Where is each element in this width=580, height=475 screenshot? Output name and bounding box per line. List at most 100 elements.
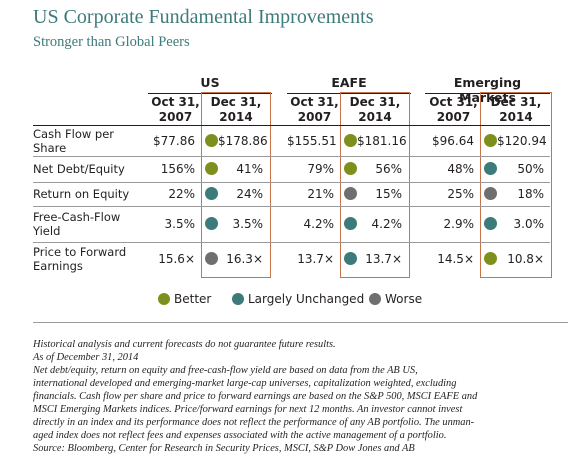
cell-eafe-2014: 4.2%: [344, 217, 402, 231]
cell-em-2007: 25%: [447, 186, 474, 201]
cell-value: 3.5%: [232, 216, 264, 231]
col-header-us-2014: Dec 31, 2014: [210, 95, 262, 124]
cell-us-2014: $178.86: [205, 134, 268, 148]
cell-em-2014: 10.8×: [484, 252, 544, 266]
cell-us-2014: 16.3×: [205, 252, 263, 266]
status-dot-better: [205, 162, 218, 175]
cell-eafe-2007: 79%: [307, 161, 334, 176]
group-rule-eafe: [287, 93, 411, 94]
status-dot-unchanged: [484, 162, 497, 175]
cell-value: $178.86: [218, 133, 268, 148]
legend-dot-unchanged: [232, 293, 244, 305]
footnote-line: As of December 31, 2014: [33, 352, 139, 363]
footnote-line: directly in an index and its performance…: [33, 417, 475, 428]
cell-em-2014: 50%: [484, 162, 544, 176]
cell-value: 24%: [236, 186, 263, 201]
status-dot-unchanged: [205, 187, 218, 200]
cell-em-2007: 2.9%: [443, 216, 475, 231]
group-rule-us: [148, 93, 272, 94]
legend-label: Worse: [385, 292, 423, 306]
cell-value: 16.3×: [226, 251, 263, 266]
col-header-em-2014: Dec 31, 2014: [490, 95, 542, 124]
legend-dot-better: [158, 293, 170, 305]
cell-value: $181.16: [357, 133, 407, 148]
footnote-line: Net debt/equity, return on equity and fr…: [33, 365, 418, 376]
cell-em-2007: $96.64: [432, 133, 474, 148]
footnote-line: Historical analysis and current forecast…: [33, 339, 336, 350]
status-dot-better: [205, 134, 218, 147]
status-dot-unchanged: [205, 217, 218, 230]
cell-value: $120.94: [497, 133, 547, 148]
cell-us-2014: 3.5%: [205, 217, 263, 231]
footnote-line: financials. Cash flow per share and pric…: [33, 391, 478, 402]
footnote-line: international developed and emerging-mar…: [33, 378, 457, 389]
row-label: Free-Cash-Flow Yield: [33, 210, 121, 238]
group-rule-em: [425, 93, 550, 94]
legend-label: Better: [174, 292, 212, 306]
cell-us-2007: 15.6×: [158, 251, 195, 266]
cell-us-2007: 3.5%: [164, 216, 196, 231]
legend-dot-worse: [369, 293, 381, 305]
cell-em-2014: 18%: [484, 187, 544, 201]
cell-eafe-2014: 13.7×: [344, 252, 402, 266]
cell-eafe-2007: 4.2%: [303, 216, 335, 231]
legend-item-unchanged: Largely Unchanged: [232, 292, 364, 306]
col-header-em-2007: Oct 31, 2007: [429, 95, 478, 124]
cell-em-2014: 3.0%: [484, 217, 544, 231]
cell-em-2007: 14.5×: [437, 251, 474, 266]
highlight-box-us: [201, 92, 271, 278]
cell-value: 10.8×: [507, 251, 544, 266]
footnote-divider: [33, 322, 568, 323]
col-header-eafe-2007: Oct 31, 2007: [290, 95, 339, 124]
cell-us-2014: 41%: [205, 162, 263, 176]
highlight-box-em: [480, 92, 552, 278]
cell-eafe-2007: $155.51: [287, 133, 337, 148]
row-rule: [33, 206, 550, 207]
status-dot-better: [484, 252, 497, 265]
group-header-us: US: [200, 75, 220, 90]
highlight-box-eafe: [340, 92, 410, 278]
row-label: Cash Flow per Share: [33, 127, 115, 155]
status-dot-better: [344, 162, 357, 175]
cell-eafe-2014: 15%: [344, 187, 402, 201]
cell-us-2007: 156%: [160, 161, 195, 176]
header-rule: [33, 125, 550, 126]
cell-us-2007: $77.86: [153, 133, 195, 148]
cell-value: 13.7×: [365, 251, 402, 266]
status-dot-worse: [344, 187, 357, 200]
row-rule: [33, 182, 550, 183]
legend-label: Largely Unchanged: [248, 292, 365, 306]
cell-us-2014: 24%: [205, 187, 263, 201]
page-title: US Corporate Fundamental Improvements: [33, 6, 374, 28]
row-label: Return on Equity: [33, 187, 130, 201]
cell-value: 18%: [517, 186, 544, 201]
row-label: Price to Forward Earnings: [33, 245, 127, 273]
legend-item-better: Better: [158, 292, 211, 306]
cell-eafe-2007: 13.7×: [297, 251, 334, 266]
col-header-eafe-2014: Dec 31, 2014: [349, 95, 401, 124]
cell-value: 56%: [375, 161, 402, 176]
status-dot-worse: [484, 187, 497, 200]
status-dot-better: [484, 134, 497, 147]
footnote-line: aged index does not reflect fees and exp…: [33, 430, 447, 441]
status-dot-better: [344, 134, 357, 147]
cell-value: 41%: [236, 161, 263, 176]
cell-value: 3.0%: [513, 216, 545, 231]
legend-item-worse: Worse: [369, 292, 422, 306]
cell-eafe-2014: $181.16: [344, 134, 407, 148]
status-dot-unchanged: [344, 217, 357, 230]
row-rule: [33, 156, 550, 157]
cell-value: 4.2%: [371, 216, 403, 231]
cell-em-2014: $120.94: [484, 133, 547, 148]
status-dot-worse: [205, 252, 218, 265]
row-label: Net Debt/Equity: [33, 162, 125, 176]
cell-eafe-2007: 21%: [307, 186, 334, 201]
footnote-line: Source: Bloomberg, Center for Research i…: [33, 443, 415, 454]
cell-value: 15%: [375, 186, 402, 201]
status-dot-unchanged: [484, 217, 497, 230]
footnote-line: MSCI Emerging Markets indices. Price/for…: [33, 404, 463, 415]
cell-eafe-2014: 56%: [344, 162, 402, 176]
group-header-eafe: EAFE: [331, 75, 367, 90]
status-dot-unchanged: [344, 252, 357, 265]
page-subtitle: Stronger than Global Peers: [33, 34, 190, 50]
